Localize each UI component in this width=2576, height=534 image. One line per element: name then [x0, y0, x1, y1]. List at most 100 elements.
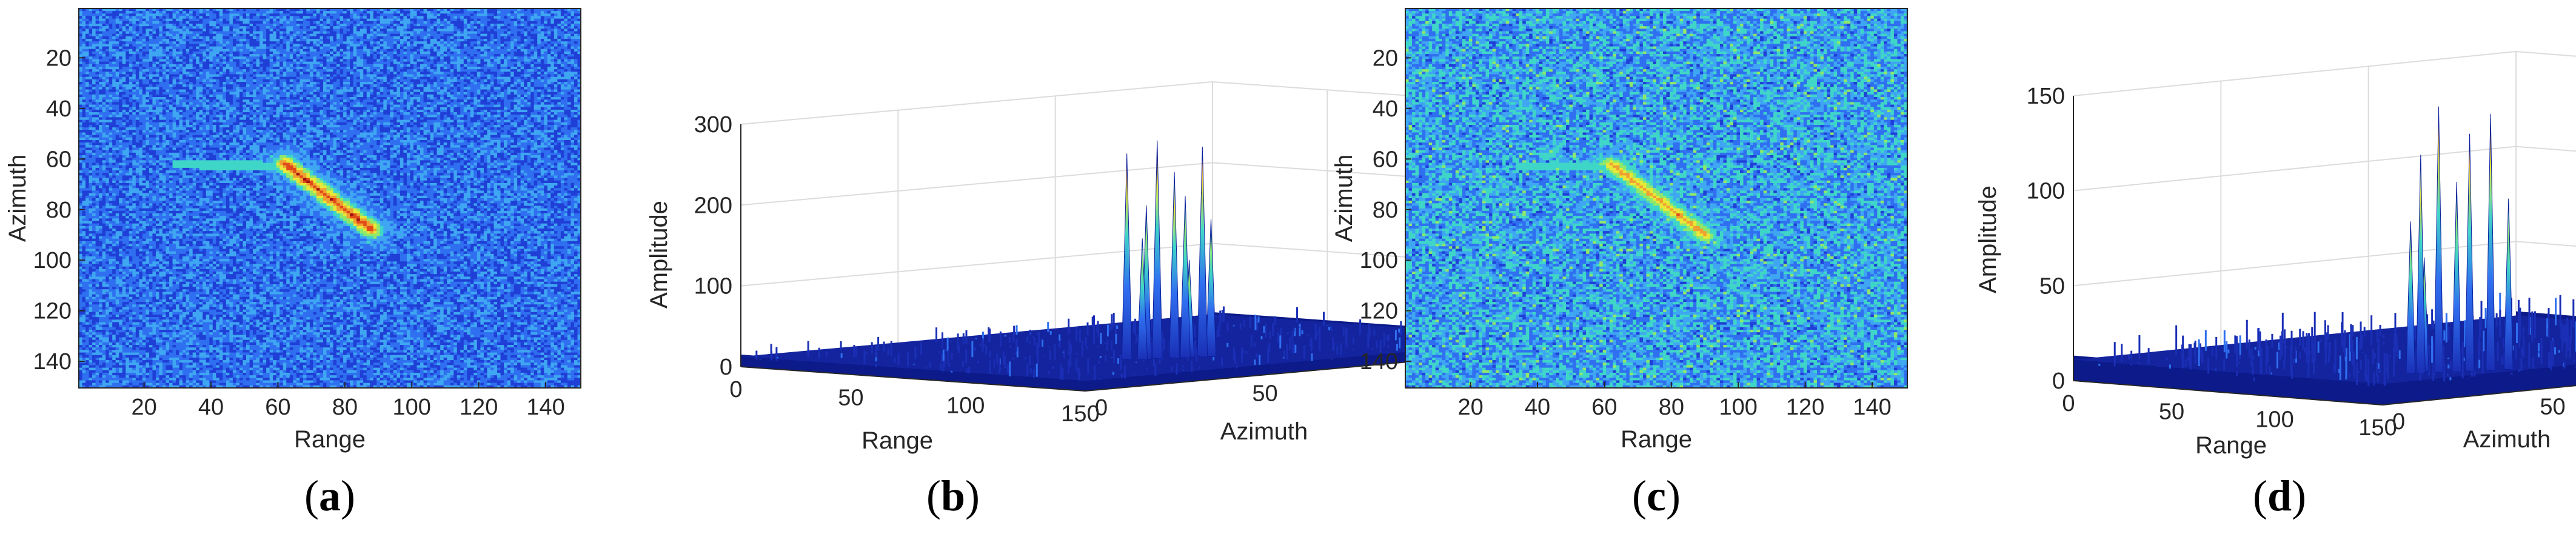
heatmap-cell — [527, 34, 531, 37]
heatmap-cell — [574, 47, 578, 50]
heatmap-cell — [82, 13, 86, 16]
heatmap-cell — [313, 41, 316, 44]
heatmap-cell — [256, 28, 260, 32]
heatmap-cell — [222, 39, 226, 42]
heatmap-cell — [209, 19, 213, 22]
heatmap-cell — [437, 28, 441, 32]
heatmap-cell — [433, 41, 437, 44]
heatmap-cell — [440, 11, 444, 14]
heatmap-cell — [189, 39, 193, 42]
heatmap-cell — [89, 36, 93, 39]
heatmap-cell — [574, 26, 578, 29]
heatmap-cell — [99, 26, 102, 29]
heatmap-cell — [487, 21, 490, 24]
heatmap-cell — [370, 24, 373, 27]
heatmap-cell — [279, 39, 283, 42]
heatmap-cell — [199, 32, 203, 35]
heatmap-cell — [480, 26, 484, 29]
heatmap-cell — [410, 44, 413, 47]
heatmap-cell — [296, 34, 300, 37]
heatmap-cell — [347, 19, 350, 22]
heatmap-cell — [125, 49, 129, 52]
heatmap-cell — [109, 11, 113, 14]
heatmap-cell — [226, 41, 230, 44]
heatmap-cell — [424, 11, 427, 14]
heatmap-cell — [233, 24, 236, 27]
heatmap-cell — [534, 44, 538, 47]
heatmap-cell — [176, 19, 179, 22]
heatmap-cell — [299, 28, 303, 32]
heatmap-cell — [250, 19, 253, 22]
heatmap-cell — [89, 24, 93, 27]
heatmap-cell — [527, 39, 531, 42]
heatmap-cell — [116, 32, 119, 35]
heatmap-cell — [125, 26, 129, 29]
heatmap-cell — [363, 26, 367, 29]
heatmap-cell — [514, 36, 518, 39]
heatmap-cell — [246, 28, 250, 32]
heatmap-cell — [514, 44, 518, 47]
heatmap-cell — [464, 16, 467, 19]
heatmap-cell — [263, 26, 267, 29]
heatmap-cell — [152, 13, 156, 16]
heatmap-cell — [149, 11, 153, 14]
heatmap-cell — [450, 26, 454, 29]
heatmap-cell — [162, 16, 166, 19]
heatmap-cell — [564, 11, 567, 14]
heatmap-cell — [336, 21, 340, 24]
heatmap-cell — [527, 44, 531, 47]
heatmap-cell — [407, 39, 410, 42]
heatmap-cell — [330, 34, 333, 37]
heatmap-cell — [464, 13, 467, 16]
heatmap-cell — [541, 34, 544, 37]
heatmap-cell — [524, 11, 527, 14]
heatmap-cell — [527, 13, 531, 16]
heatmap-cell — [326, 28, 330, 32]
heatmap-cell — [407, 13, 410, 16]
heatmap-cell — [162, 39, 166, 42]
heatmap-cell — [457, 24, 461, 27]
heatmap-cell — [233, 36, 236, 39]
heatmap-cell — [467, 41, 470, 44]
heatmap-cell — [199, 26, 203, 29]
heatmap-cell — [570, 41, 574, 44]
heatmap-cell — [440, 32, 444, 35]
heatmap-cell — [82, 16, 86, 19]
heatmap-cell — [450, 41, 454, 44]
heatmap-cell — [286, 21, 290, 24]
heatmap-cell — [373, 47, 377, 50]
heatmap-cell — [136, 47, 139, 50]
heatmap-cell — [440, 28, 444, 32]
heatmap-cell — [497, 13, 501, 16]
heatmap-cell — [340, 36, 344, 39]
heatmap-cell — [132, 26, 136, 29]
heatmap-cell — [213, 36, 216, 39]
heatmap-cell — [424, 34, 427, 37]
heatmap-cell — [290, 28, 293, 32]
heatmap-cell — [453, 36, 457, 39]
heatmap-cell — [259, 44, 263, 47]
heatmap-cell — [319, 44, 323, 47]
heatmap-cell — [310, 44, 313, 47]
heatmap-cell — [390, 19, 393, 22]
heatmap-cell — [373, 32, 377, 35]
heatmap-cell — [199, 47, 203, 50]
heatmap-cell — [396, 34, 400, 37]
heatmap-cell — [464, 28, 467, 32]
heatmap-cell — [209, 36, 213, 39]
heatmap-cell — [487, 44, 490, 47]
heatmap-cell — [250, 26, 253, 29]
heatmap-cell — [89, 32, 93, 35]
heatmap-cell — [316, 34, 320, 37]
heatmap-cell — [122, 44, 126, 47]
heatmap-cell — [447, 16, 450, 19]
heatmap-cell — [363, 47, 367, 50]
heatmap-cell — [390, 16, 393, 19]
heatmap-cell — [530, 34, 534, 37]
heatmap-cell — [206, 47, 210, 50]
heatmap-cell — [239, 11, 243, 14]
heatmap-cell — [263, 32, 267, 35]
heatmap-cell — [524, 13, 527, 16]
heatmap-cell — [273, 19, 276, 22]
heatmap-cell — [89, 19, 93, 22]
